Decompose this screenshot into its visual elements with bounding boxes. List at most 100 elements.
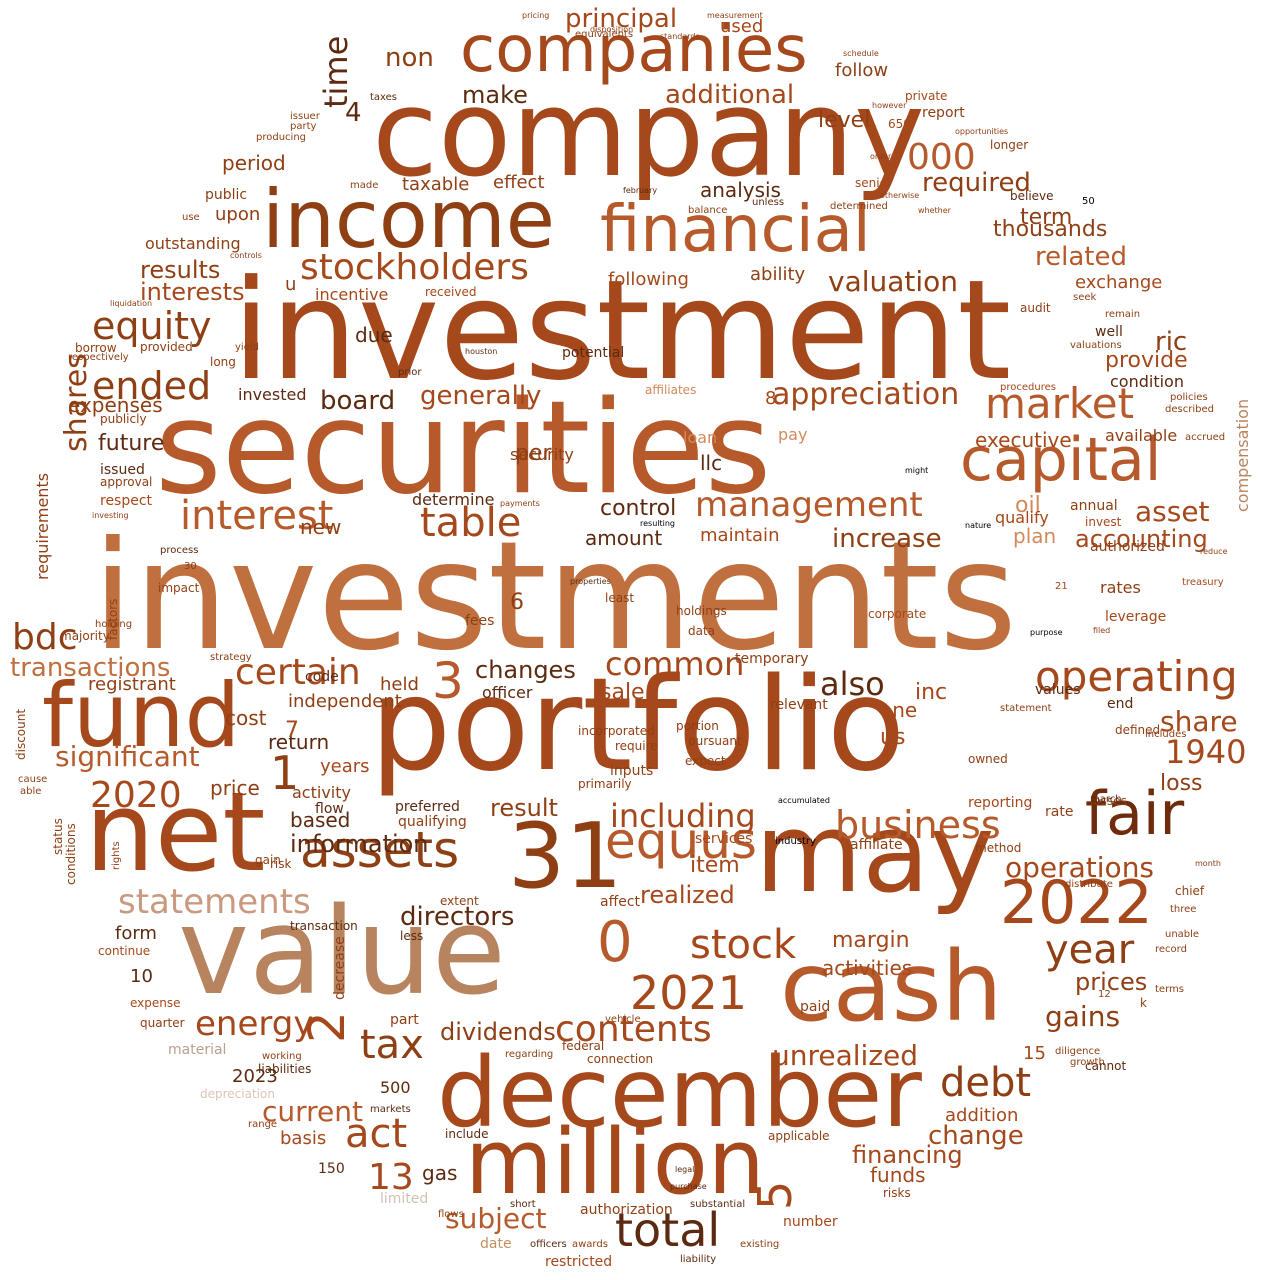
word-650: 650 xyxy=(888,117,911,131)
word-awards: awards xyxy=(572,1239,608,1250)
word-made: made xyxy=(350,180,379,191)
word-holdings: holdings xyxy=(676,604,727,618)
word-federal: federal xyxy=(562,1039,605,1053)
word-services: services xyxy=(695,831,753,847)
word-measurement: measurement xyxy=(707,11,763,20)
word-party: party xyxy=(290,121,317,132)
word-value: value xyxy=(178,883,506,1022)
word-requirements: requirements xyxy=(33,472,52,580)
word-fund: fund xyxy=(42,664,241,767)
word-process: process xyxy=(160,545,199,556)
word-contents: contents xyxy=(555,1009,712,1050)
word-authorization: authorization xyxy=(580,1202,673,1218)
word-portion: portion xyxy=(676,719,719,733)
word-affect: affect xyxy=(600,894,641,910)
word-three: three xyxy=(1170,904,1197,915)
word-believe: believe xyxy=(1010,189,1054,203)
word-ended: ended xyxy=(92,364,212,408)
word-determined: determined xyxy=(830,201,888,212)
word-otherwise: otherwise xyxy=(880,191,920,200)
word-6: 6 xyxy=(510,590,524,615)
word-12: 12 xyxy=(1098,989,1111,1000)
word-return: return xyxy=(268,730,330,754)
word-financial: financial xyxy=(600,193,871,267)
word-registrant: registrant xyxy=(88,674,176,695)
word-basis: basis xyxy=(280,1128,327,1149)
word-share: share xyxy=(1160,705,1238,738)
word-disposition: disposition xyxy=(590,25,634,34)
word-applicable: applicable xyxy=(768,1129,830,1143)
word-llc: llc xyxy=(700,451,723,475)
word-investment: investment xyxy=(232,250,1012,411)
word-effect: effect xyxy=(493,172,545,193)
word-expect: expect xyxy=(685,754,726,768)
word-50: 50 xyxy=(1082,196,1095,207)
word-activity: activity xyxy=(292,783,351,802)
word-cause: cause xyxy=(18,774,48,785)
word-accounting: accounting xyxy=(1075,525,1208,553)
word-impact: impact xyxy=(158,581,200,595)
word-industry: industry xyxy=(775,836,816,847)
word-income: income xyxy=(262,173,556,266)
word-discount: discount xyxy=(14,708,28,760)
word-funds: funds xyxy=(870,1163,926,1187)
word-approval: approval xyxy=(100,475,153,489)
word-non: non xyxy=(385,43,434,73)
word-net: net xyxy=(85,768,266,896)
word-taxable: taxable xyxy=(402,174,470,195)
word-yield: yield xyxy=(235,342,259,353)
word-current: current xyxy=(262,1095,364,1128)
word-longer: longer xyxy=(990,138,1029,152)
word-temporary: temporary xyxy=(735,651,809,667)
word-treasury: treasury xyxy=(1182,577,1224,588)
word-principal: principal xyxy=(565,4,678,34)
word-cash: cash xyxy=(780,931,1003,1043)
word-year: year xyxy=(1045,927,1135,973)
word-inputs: inputs xyxy=(610,763,654,779)
word-price: price xyxy=(210,776,260,800)
word-21: 21 xyxy=(1055,581,1068,592)
word-short: short xyxy=(510,1199,536,1210)
word-well: well xyxy=(1095,324,1123,340)
word-risks: risks xyxy=(883,1186,911,1200)
word-controls: controls xyxy=(230,251,262,260)
word-change: change xyxy=(928,1121,1024,1151)
word-risk: risk xyxy=(270,857,292,871)
word-maintain: maintain xyxy=(700,525,780,546)
word-issuer: issuer xyxy=(290,111,320,122)
word-results: results xyxy=(140,256,221,284)
word-majority: majority xyxy=(60,629,110,643)
word-includes: includes xyxy=(1145,729,1187,740)
word-transaction: transaction xyxy=(290,919,358,933)
word-respectively: respectively xyxy=(68,352,129,363)
word-7: 7 xyxy=(285,718,299,743)
word-table: table xyxy=(420,500,522,546)
word-operating: operating xyxy=(1035,652,1238,701)
word-operations: operations xyxy=(1005,851,1155,884)
word-purchase: purchase xyxy=(670,1182,707,1191)
word-owned: owned xyxy=(968,752,1008,766)
word-securities: securities xyxy=(155,374,772,523)
word-least: least xyxy=(605,591,635,605)
word-future: future xyxy=(98,431,165,456)
word-provide: provide xyxy=(1105,348,1188,373)
word-potential: potential xyxy=(562,345,625,361)
word-total: total xyxy=(615,1203,721,1257)
word-growth: growth xyxy=(1070,1057,1105,1068)
word-limited: limited xyxy=(380,1191,429,1207)
word-act: act xyxy=(345,1111,408,1157)
word-investing: investing xyxy=(92,511,129,520)
word-fees: fees xyxy=(465,613,495,629)
word-bdc: bdc xyxy=(12,617,78,658)
word-quarter: quarter xyxy=(140,1016,185,1030)
word-prior: prior xyxy=(398,367,422,378)
word-incorporated: incorporated xyxy=(578,724,655,738)
word-per: per xyxy=(515,441,552,466)
word-order: order xyxy=(870,152,892,161)
word-one: one xyxy=(880,698,918,722)
word-5: 5 xyxy=(748,1180,802,1210)
word-liabilities: liabilities xyxy=(258,1062,312,1076)
word-15: 15 xyxy=(1023,1043,1046,1064)
word-liquidation: liquidation xyxy=(110,299,153,308)
word-oil: oil xyxy=(1015,493,1041,518)
